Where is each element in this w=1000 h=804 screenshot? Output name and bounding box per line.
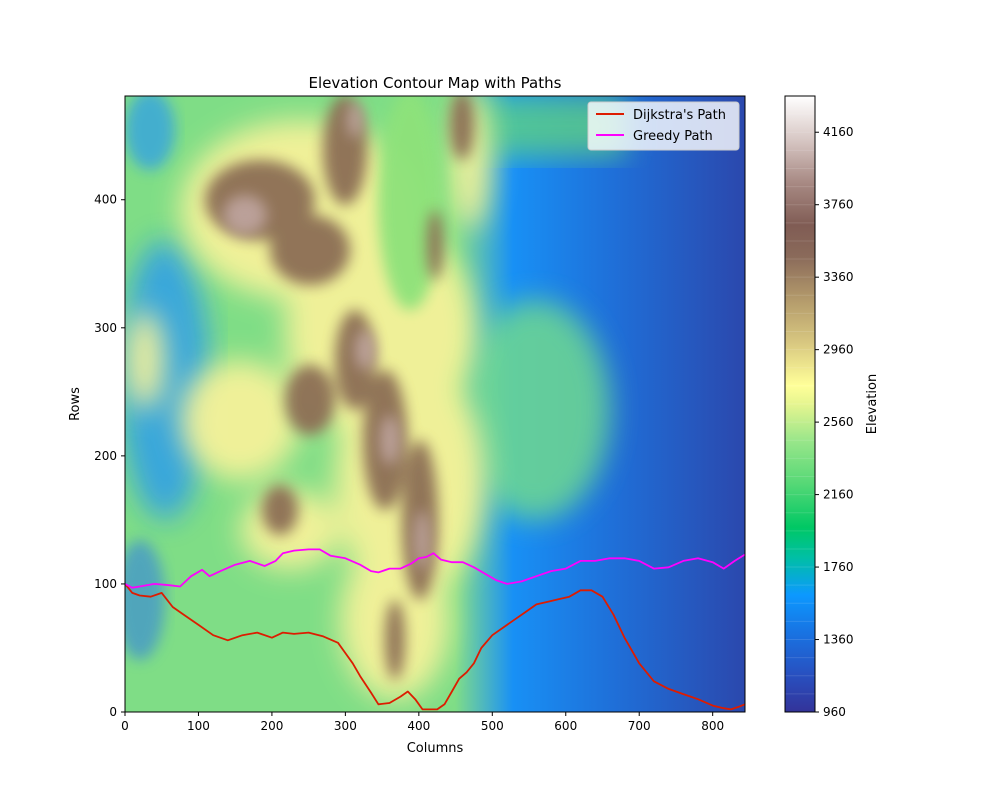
x-axis-label: Columns (407, 741, 464, 756)
x-tick-label: 300 (334, 719, 357, 733)
x-tick-label: 100 (187, 719, 210, 733)
y-tick-label: 200 (94, 449, 117, 463)
plot-frame (124, 95, 746, 713)
colorbar: 960 1360 1760 2160 2560 2960 3360 3760 4160 Elev… (784, 95, 880, 719)
y-tick-label: 300 (94, 321, 117, 335)
x-tick-label: 500 (481, 719, 504, 733)
path-series (125, 548, 745, 711)
x-axis: 0 100 200 300 400 500 600 700 800 (121, 712, 724, 733)
series-line-dijkstra-s-path (125, 583, 745, 711)
colorbar-tick-label: 960 (823, 705, 846, 719)
colorbar-tick-label: 1360 (823, 633, 854, 647)
colorbar-tick-label: 1760 (823, 560, 854, 574)
colorbar-tick-label: 2160 (823, 488, 854, 502)
x-tick-label: 0 (121, 719, 129, 733)
y-tick-label: 100 (94, 577, 117, 591)
colorbar-tick-label: 3760 (823, 198, 854, 212)
y-tick-label: 400 (94, 193, 117, 207)
elevation-surface (125, 96, 745, 712)
x-tick-label: 600 (554, 719, 577, 733)
legend-label-greedy: Greedy Path (633, 129, 713, 144)
colorbar-ticks: 960 1360 1760 2160 2560 2960 3360 3760 4160 (815, 125, 854, 719)
series-line-greedy-path (125, 548, 745, 589)
legend-box (587, 101, 740, 151)
colorbar-bands (785, 113, 815, 695)
colorbar-label: Elevation (865, 374, 880, 434)
colorbar-frame (784, 95, 816, 713)
x-tick-label: 200 (260, 719, 283, 733)
legend-label-dijkstra: Dijkstra's Path (633, 108, 726, 123)
x-tick-label: 700 (628, 719, 651, 733)
colorbar-tick-label: 2960 (823, 343, 854, 357)
y-tick-label: 0 (109, 705, 117, 719)
colorbar-tick-label: 2560 (823, 415, 854, 429)
colorbar-tick-label: 3360 (823, 270, 854, 284)
x-tick-label: 400 (407, 719, 430, 733)
colorbar-gradient (785, 96, 815, 712)
legend: Dijkstra's Path Greedy Path (587, 101, 740, 151)
y-axis-label: Rows (68, 387, 83, 421)
chart-title: Elevation Contour Map with Paths (309, 74, 562, 92)
y-axis: 0 100 200 300 400 (94, 193, 125, 719)
x-tick-label: 800 (701, 719, 724, 733)
colorbar-tick-label: 4160 (823, 125, 854, 139)
